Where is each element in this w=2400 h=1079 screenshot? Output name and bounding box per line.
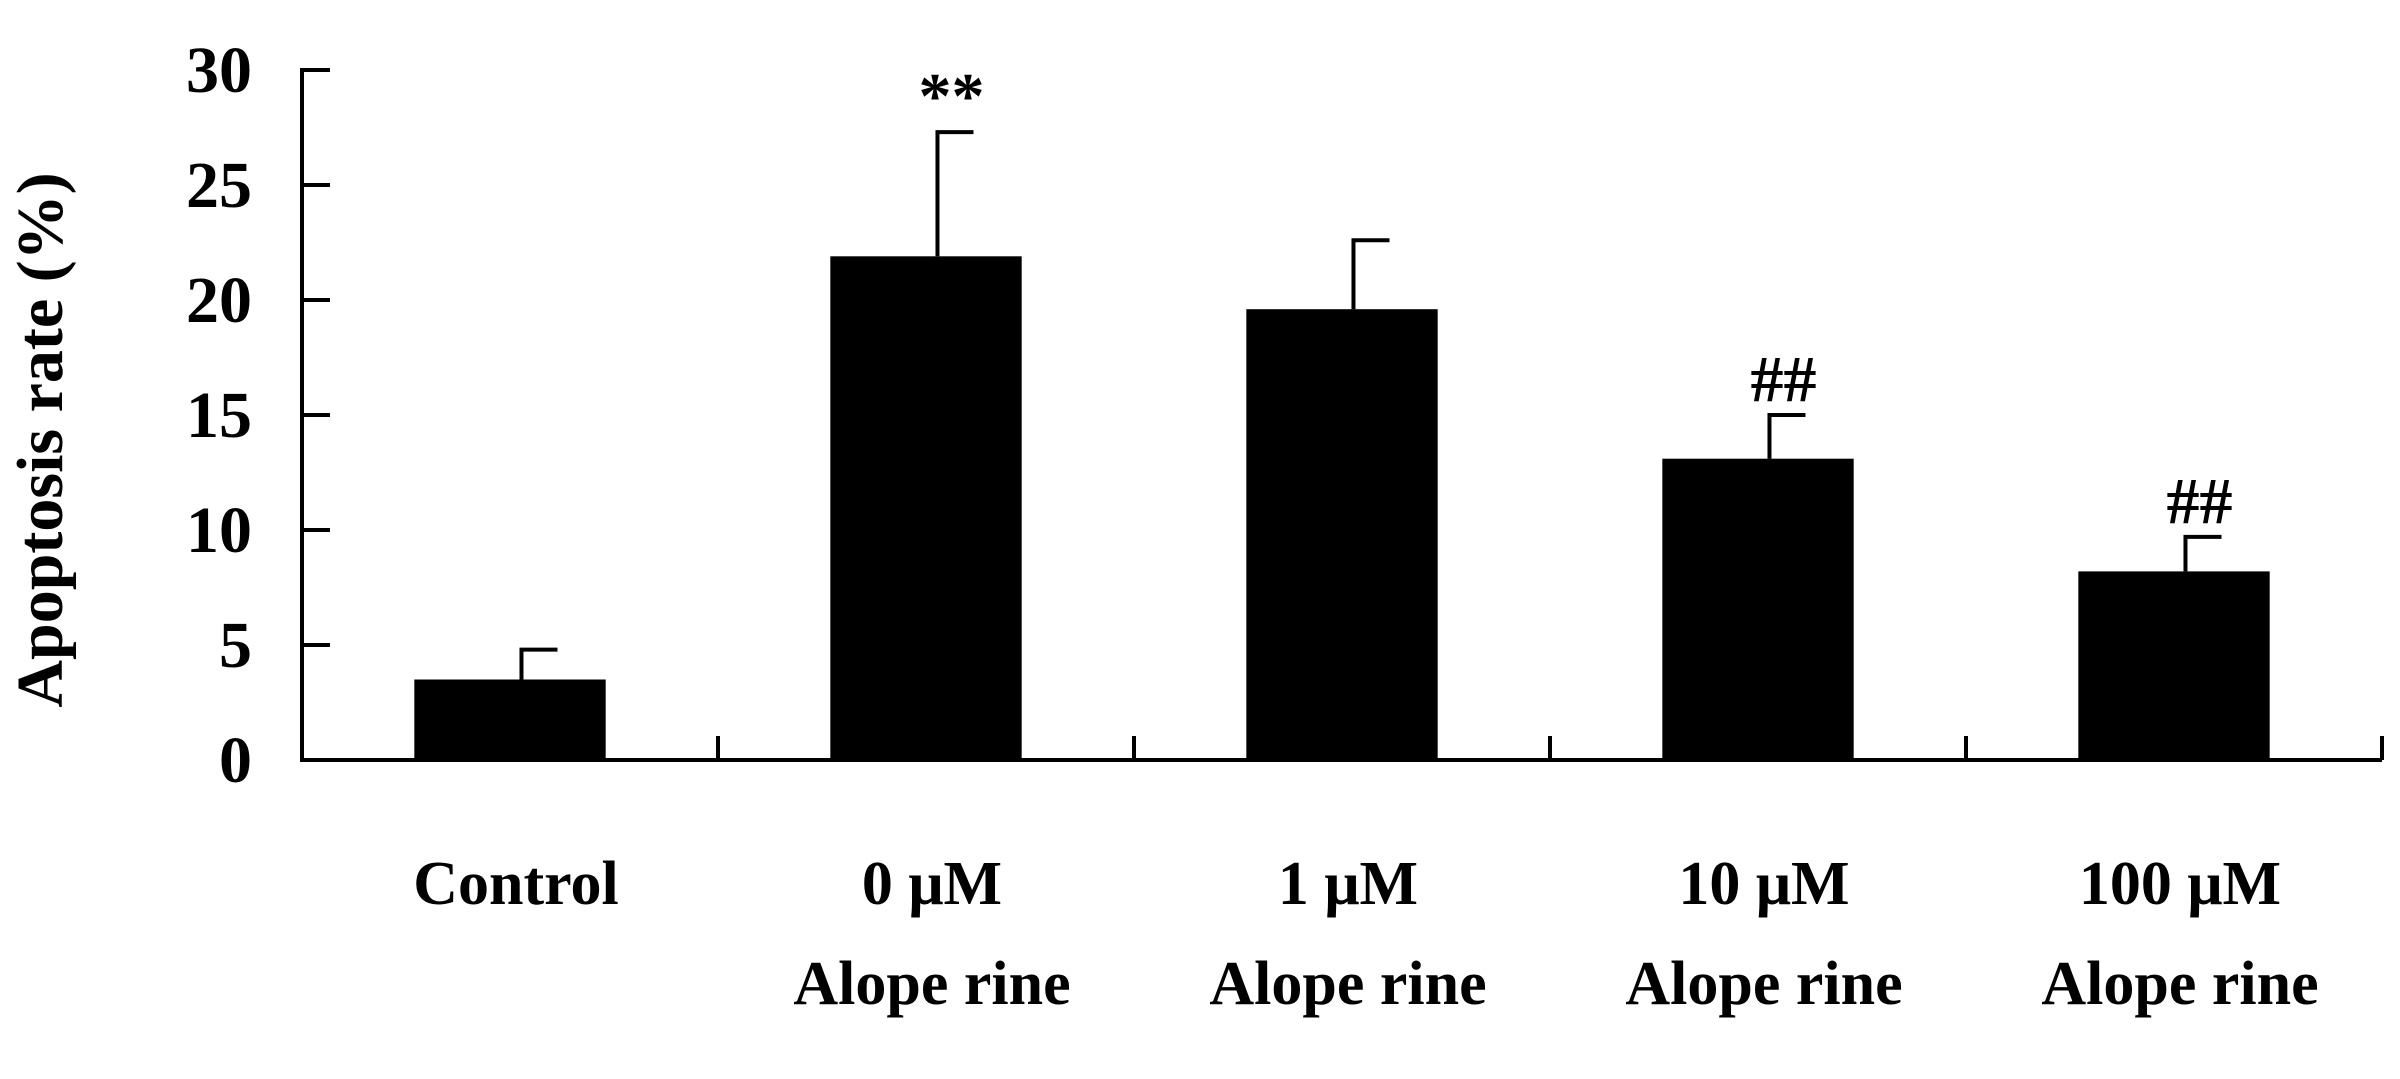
y-tick-label: 20 (186, 264, 252, 337)
category-label-line2: Alope rine (1209, 950, 1486, 1018)
y-tick-label: 0 (219, 724, 252, 797)
labels: Control ** 0 μM Alope rine 1 μM Alope rine ## 1… (413, 60, 2318, 1018)
category-label-line1: 0 μM (862, 850, 1002, 918)
significance-marker: ** (918, 60, 984, 133)
y-axis-label: Apoptosis rate (%) (4, 172, 77, 707)
category-label-line2: Alope rine (2041, 950, 2318, 1018)
y-tick-label: 30 (186, 34, 252, 107)
y-tick-label: 5 (219, 609, 252, 682)
category-label-line2: Alope rine (793, 950, 1070, 1018)
y-tick-label: 15 (186, 379, 252, 452)
bars (414, 256, 2270, 760)
category-label-line2: Alope rine (1625, 950, 1902, 1018)
significance-marker: ## (2166, 465, 2232, 538)
bar (2078, 571, 2270, 760)
y-tick-label: 25 (186, 149, 252, 222)
category-label-line1: 100 μM (2079, 850, 2281, 918)
error-bars (519, 130, 2222, 680)
bar (1662, 458, 1854, 760)
category-label-line1: Control (413, 850, 619, 918)
y-tick-label: 10 (186, 494, 252, 567)
bar (414, 679, 606, 760)
significance-marker: ## (1750, 343, 1816, 416)
category-label-line1: 10 μM (1678, 850, 1849, 918)
axes: 0 5 10 15 20 25 30 (186, 34, 2384, 797)
bar (830, 256, 1022, 760)
bar (1246, 309, 1438, 760)
category-label-line1: 1 μM (1278, 850, 1418, 918)
